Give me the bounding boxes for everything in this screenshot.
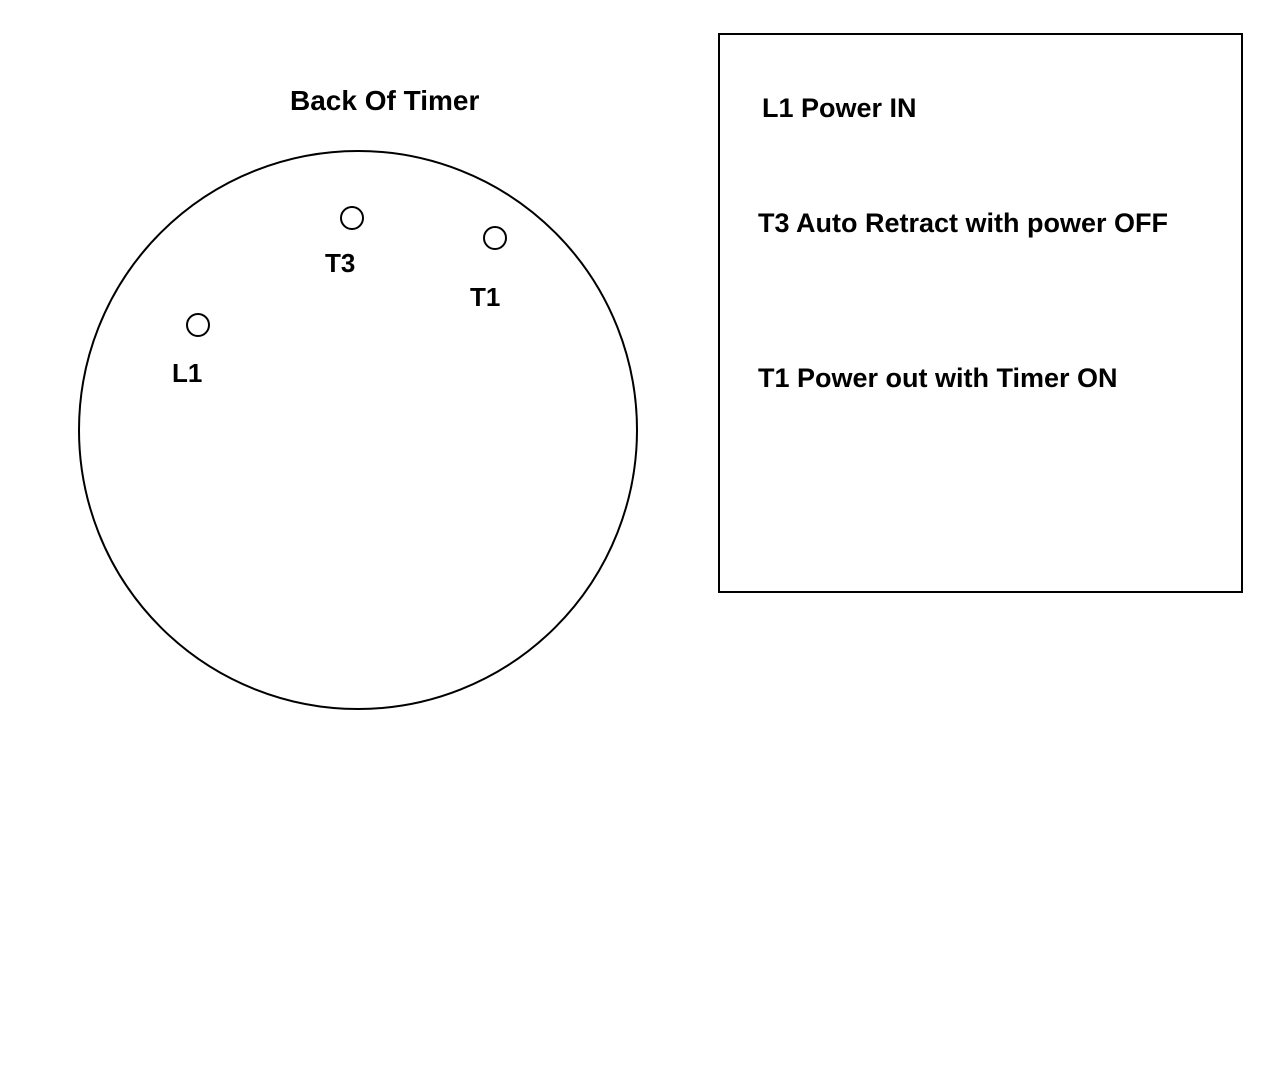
terminal-t3-circle (340, 206, 364, 230)
terminal-l1-circle (186, 313, 210, 337)
legend-entry-t3: T3 Auto Retract with power OFF (758, 205, 1168, 243)
terminal-t3-label: T3 (325, 248, 355, 279)
terminal-t1-label: T1 (470, 282, 500, 313)
terminal-t1-circle (483, 226, 507, 250)
legend-entry-l1: L1 Power IN (762, 90, 917, 128)
diagram-title: Back Of Timer (290, 85, 479, 117)
terminal-l1-label: L1 (172, 358, 202, 389)
timer-back-circle (78, 150, 638, 710)
legend-entry-t1: T1 Power out with Timer ON (758, 360, 1118, 398)
